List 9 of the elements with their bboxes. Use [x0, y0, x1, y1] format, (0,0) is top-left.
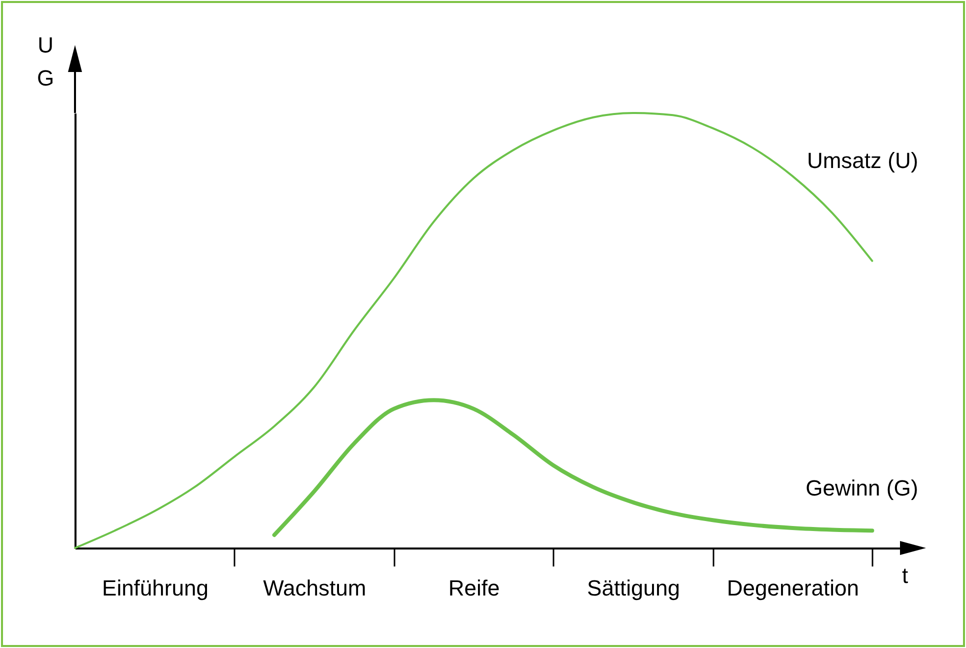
- x-tick-label: Wachstum: [263, 576, 366, 600]
- x-tick-label: Degeneration: [726, 576, 860, 600]
- y-axis-title: U G: [36, 32, 54, 90]
- series-label: Umsatz (U): [806, 148, 918, 173]
- x-tick-label: Einführung: [102, 576, 208, 600]
- series-label: Gewinn (G): [806, 476, 918, 501]
- x-tick-label: Reife: [448, 576, 500, 600]
- x-tick-label: Sättigung: [587, 576, 680, 600]
- x-axis-title: t: [902, 563, 908, 588]
